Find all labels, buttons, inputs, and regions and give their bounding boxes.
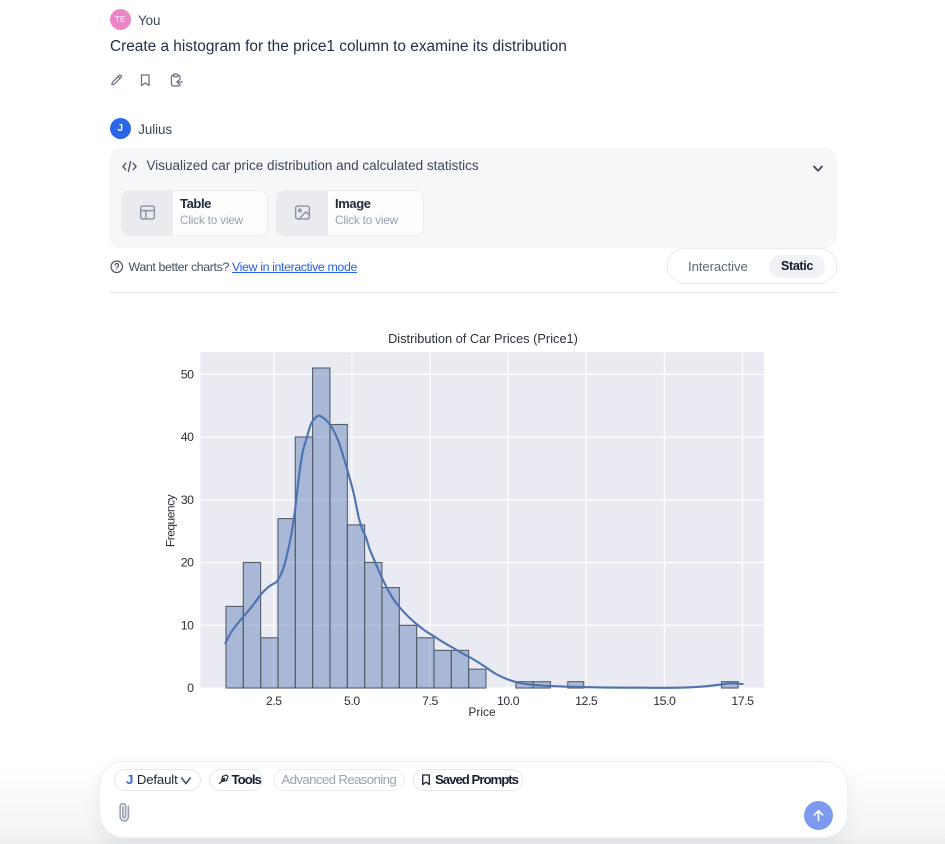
svg-text:50: 50 (181, 368, 194, 382)
svg-text:12.5: 12.5 (575, 694, 598, 708)
svg-text:20: 20 (181, 556, 194, 570)
svg-text:15.0: 15.0 (653, 694, 676, 708)
svg-text:2.5: 2.5 (266, 694, 282, 708)
svg-text:40: 40 (181, 430, 194, 444)
svg-text:0: 0 (187, 681, 194, 695)
svg-text:5.0: 5.0 (344, 694, 360, 708)
svg-text:7.5: 7.5 (422, 694, 438, 708)
svg-text:Price: Price (468, 705, 496, 719)
svg-text:10.0: 10.0 (497, 694, 520, 708)
svg-text:30: 30 (181, 493, 194, 507)
svg-text:Distribution of Car Prices (Pr: Distribution of Car Prices (Price1) (388, 331, 578, 346)
svg-text:Frequency: Frequency (163, 494, 177, 547)
svg-text:10: 10 (181, 619, 194, 633)
svg-text:17.5: 17.5 (731, 694, 754, 708)
